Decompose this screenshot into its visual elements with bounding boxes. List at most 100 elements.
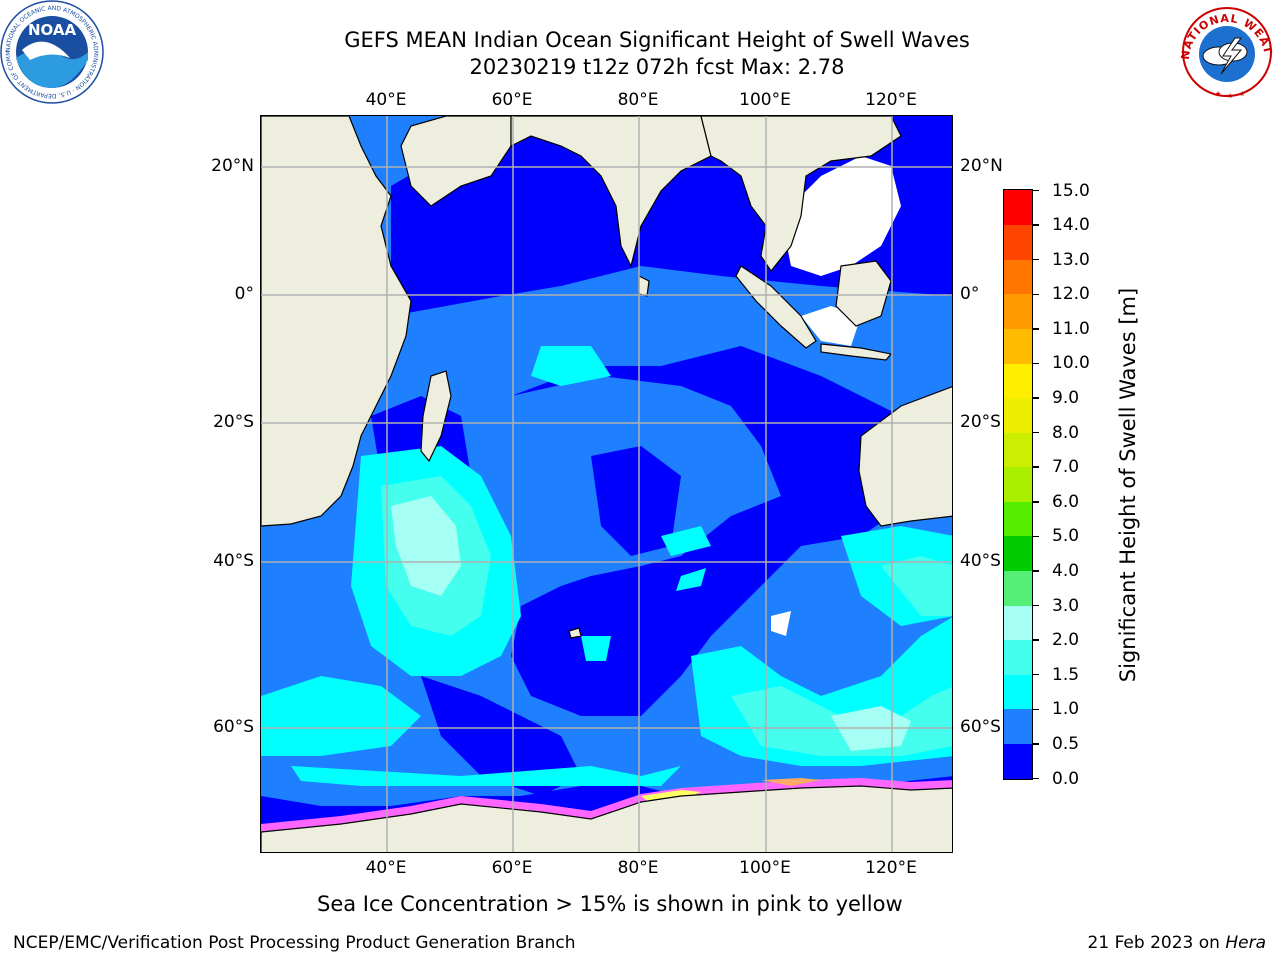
colorbar-segment: [1004, 190, 1032, 226]
colorbar-tick: [1033, 570, 1039, 572]
colorbar-segment: [1004, 570, 1032, 606]
noaa-logo-icon: NATIONAL OCEANIC AND ATMOSPHERIC ADMINIS…: [0, 0, 104, 104]
colorbar-tick: [1033, 777, 1039, 780]
no-data-area: [771, 156, 901, 636]
lon-tick-top: 100°E: [739, 90, 791, 110]
colorbar-tick: [1033, 189, 1039, 192]
colorbar-tick: [1033, 604, 1039, 607]
colorbar-segment: [1004, 674, 1032, 710]
colorbar-tick-label: 3.0: [1052, 595, 1080, 616]
colorbar-segment: [1004, 293, 1032, 329]
lon-tick-bottom: 100°E: [739, 858, 791, 878]
lat-tick-left: 0°: [234, 284, 254, 304]
colorbar-tick-label: 11.0: [1052, 318, 1090, 339]
colorbar-segment: [1004, 259, 1032, 295]
colorbar-segment: [1004, 397, 1032, 433]
lon-tick-bottom: 80°E: [617, 858, 659, 878]
chart-subtitle: 20230219 t12z 072h fcst Max: 2.78: [469, 55, 845, 79]
colorbar-segment: [1004, 605, 1032, 641]
land: [261, 116, 952, 852]
svg-text:★: ★: [1215, 90, 1221, 98]
colorbar-tick: [1033, 708, 1039, 711]
colorbar-segment: [1004, 501, 1032, 537]
land-java: [820, 343, 893, 361]
colorbar-segment: [1004, 708, 1032, 744]
colorbar-tick-label: 1.0: [1052, 699, 1080, 720]
colorbar-segment: [1004, 535, 1032, 572]
sea-ice-caption-text: Sea Ice Concentration > 15% is shown in …: [317, 892, 903, 916]
land-southeast-asia: [700, 116, 902, 273]
land-kerguelen: [568, 627, 582, 639]
graticule: [261, 116, 952, 852]
colorbar-tick-label: 2.0: [1052, 630, 1080, 651]
lon-tick-top: 80°E: [617, 90, 659, 110]
colorbar-segment: [1004, 328, 1032, 364]
lat-tick-right: 20°N: [960, 156, 1003, 176]
colorbar-tick: [1033, 224, 1039, 226]
swell-height-map: [261, 116, 952, 852]
noaa-logo-text: NOAA: [28, 21, 77, 39]
lon-tick-top: 60°E: [491, 90, 533, 110]
colorbar-tick-label: 9.0: [1052, 388, 1080, 409]
lat-tick-left: 40°S: [213, 551, 254, 571]
lon-tick-bottom: 40°E: [365, 858, 407, 878]
colorbar-tick-label: 10.0: [1052, 353, 1090, 374]
colorbar-tick-label: 7.0: [1052, 457, 1080, 478]
footer-date: 21 Feb 2023 on Hera: [1088, 933, 1266, 953]
colorbar-tick: [1033, 258, 1039, 261]
lon-tick-top: 40°E: [365, 90, 407, 110]
colorbar-tick-label: 0.0: [1052, 768, 1080, 789]
footer-credit: NCEP/EMC/Verification Post Processing Pr…: [13, 933, 576, 953]
colorbar-tick-label: 5.0: [1052, 526, 1080, 547]
lat-tick-left: 20°S: [213, 412, 254, 432]
footer-date-text: 21 Feb 2023 on: [1087, 933, 1226, 953]
colorbar-tick: [1033, 535, 1039, 538]
colorbar-segment: [1004, 639, 1032, 675]
colorbar-tick-label: 1.5: [1052, 664, 1080, 685]
colorbar-tick-label: 8.0: [1052, 422, 1080, 443]
colorbar-tick: [1033, 743, 1039, 745]
colorbar-segment: [1004, 743, 1032, 779]
colorbar-tick-label: 14.0: [1052, 215, 1090, 236]
footer-host: Hera: [1225, 933, 1266, 953]
land-india: [510, 116, 712, 268]
lon-tick-bottom: 120°E: [865, 858, 917, 878]
map-area: [260, 115, 953, 853]
colorbar-segment: [1004, 362, 1032, 399]
lat-tick-right: 20°S: [960, 412, 1001, 432]
land-sumatra: [735, 265, 817, 349]
land-borneo: [835, 260, 892, 327]
colorbar-tick: [1033, 293, 1039, 295]
lat-tick-left: 60°S: [213, 717, 254, 737]
chart-title: GEFS MEAN Indian Ocean Significant Heigh…: [344, 28, 970, 52]
colorbar-tick-label: 15.0: [1052, 180, 1090, 201]
land-australia: [858, 386, 952, 527]
land-madagascar: [420, 370, 452, 463]
colorbar-tick: [1033, 466, 1039, 468]
svg-text:★: ★: [1239, 90, 1245, 98]
colorbar-tick-label: 6.0: [1052, 491, 1080, 512]
colorbar-tick: [1033, 639, 1039, 641]
lat-tick-right: 60°S: [960, 717, 1001, 737]
nws-logo-icon: NATIONAL WEATHER SERVICE ★ ★ ★: [1175, 0, 1274, 100]
colorbar-tick-label: 13.0: [1052, 249, 1090, 270]
colorbar-tick: [1033, 673, 1039, 676]
lat-tick-left: 20°N: [211, 156, 254, 176]
colorbar-tick-label: 12.0: [1052, 284, 1090, 305]
colorbar: [1003, 189, 1033, 780]
colorbar-tick: [1033, 328, 1039, 330]
colorbar-segment: [1004, 466, 1032, 502]
colorbar-segment: [1004, 432, 1032, 468]
lon-tick-bottom: 60°E: [491, 858, 533, 878]
lat-tick-right: 40°S: [960, 551, 1001, 571]
colorbar-title: Significant Height of Swell Waves [m]: [1116, 287, 1140, 683]
colorbar-tick: [1033, 501, 1039, 503]
colorbar-segment: [1004, 224, 1032, 260]
colorbar-tick-label: 0.5: [1052, 733, 1080, 754]
land-antarctica: [261, 785, 952, 852]
sea-ice-caption: Sea Ice Concentration > 15% is shown in …: [260, 891, 1020, 917]
lat-tick-right: 0°: [960, 284, 980, 304]
svg-text:★: ★: [1227, 92, 1233, 100]
colorbar-tick: [1033, 431, 1039, 434]
colorbar-tick: [1033, 397, 1039, 399]
